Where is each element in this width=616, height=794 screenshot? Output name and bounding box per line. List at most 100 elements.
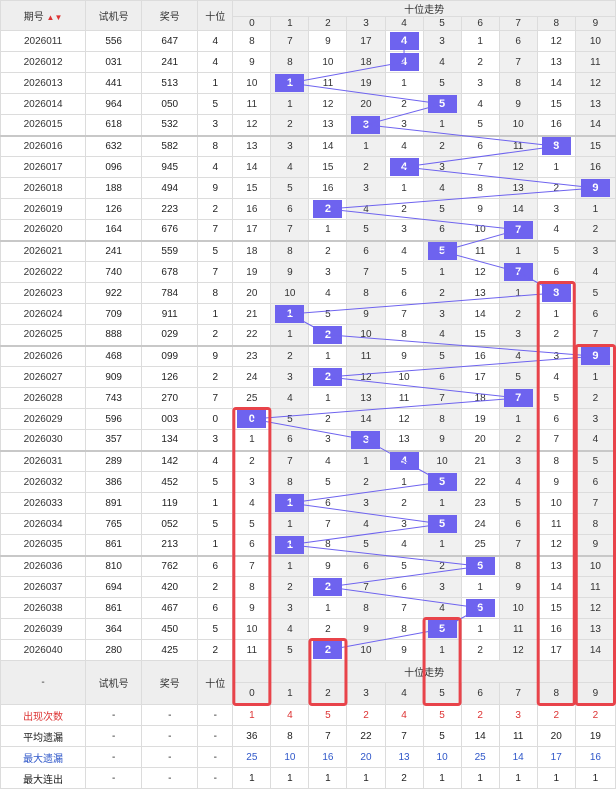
trend-cell: 2: [270, 114, 310, 136]
period-cell: 2026036: [0, 555, 87, 577]
period-cell: 2026021: [0, 240, 87, 262]
hit-ball: 2: [313, 325, 343, 344]
tens-cell: 6: [197, 555, 234, 577]
trend-cell: 7: [346, 576, 386, 598]
digit-header-3: 3: [346, 16, 386, 31]
trend-cell: 5: [346, 219, 386, 241]
test-number-cell: 632: [85, 135, 143, 157]
trend-cell: 1: [422, 639, 462, 661]
footer-header-row: - 试机号 奖号 十位 十位走势: [0, 660, 616, 705]
prize-number-cell: 119: [141, 492, 199, 514]
hit-ball: 1: [275, 494, 305, 512]
footer-tens-header: 十位: [197, 660, 234, 705]
trend-cell: 1: [346, 450, 386, 472]
trend-cell: 4: [384, 135, 424, 157]
trend-cell: 8: [232, 30, 272, 52]
trend-cell: 2: [308, 240, 348, 262]
tens-cell: 5: [197, 513, 234, 535]
hit-ball: 8: [541, 137, 571, 156]
test-number-cell: 888: [85, 324, 143, 346]
trend-cell: 7: [308, 513, 348, 535]
tens-cell: 6: [197, 597, 234, 619]
stats-cell: 11: [498, 725, 538, 747]
trend-cell: 1: [460, 30, 500, 52]
test-number-cell: 126: [85, 198, 143, 220]
trend-cell: 3: [384, 114, 424, 136]
table-row: 2026017 096 945 4 14 4 15 2 4 3 7 12 1 16: [0, 156, 616, 178]
trend-cell: 6: [270, 198, 310, 220]
trend-cell: 6: [384, 282, 424, 304]
table-row: 2026015 618 532 3 12 2 13 3 3 1 5 10 16 14: [0, 114, 616, 136]
prize-number-cell: 420: [141, 576, 199, 598]
trend-cell: 17: [232, 219, 272, 241]
trend-cell: 3: [232, 471, 272, 493]
trend-cell: 1: [536, 303, 576, 325]
period-cell: 2026025: [0, 324, 87, 346]
tens-cell: 2: [197, 639, 234, 661]
trend-cell: 17: [346, 30, 386, 52]
trend-cell: 2: [346, 471, 386, 493]
trend-cell: 1: [460, 618, 500, 640]
stats-cell: 5: [422, 704, 462, 726]
trend-cell: 1: [232, 429, 272, 451]
tens-cell: 9: [197, 345, 234, 367]
trend-cell: 12: [308, 93, 348, 115]
trend-cell: 16: [536, 114, 576, 136]
trend-cell: 5: [422, 513, 462, 535]
stats-cell: 22: [346, 725, 386, 747]
period-header[interactable]: 期号 ▲▼: [0, 0, 87, 31]
trend-cell: 6: [308, 492, 348, 514]
trend-cell: 3: [270, 135, 310, 157]
tens-cell: 5: [197, 93, 234, 115]
trend-cell: 1: [308, 219, 348, 241]
trend-cell: 3: [498, 450, 538, 472]
stats-cell: 14: [460, 725, 500, 747]
stats-cell: 1: [422, 767, 462, 789]
trend-cell: 9: [346, 303, 386, 325]
test-number-cell: 694: [85, 576, 143, 598]
trend-cell: 14: [346, 408, 386, 430]
hit-ball: 6: [465, 557, 495, 576]
tens-cell: 0: [197, 408, 234, 430]
trend-cell: 1: [270, 513, 310, 535]
trend-cell: 12: [574, 597, 616, 619]
period-header-label: 期号: [23, 12, 44, 23]
table-row: 2026013 441 513 1 10 1 11 19 1 5 3 8 14 12: [0, 72, 616, 94]
trend-cell: 9: [574, 345, 616, 367]
digit-header-2: 2: [308, 16, 348, 31]
hit-ball: 9: [580, 347, 610, 366]
test-number-cell: 357: [85, 429, 143, 451]
trend-cell: 3: [308, 429, 348, 451]
trend-cell: 18: [346, 51, 386, 73]
table-row: 2026034 765 052 5 5 1 7 4 3 5 24 6 11 8: [0, 513, 616, 535]
hit-ball: 0: [237, 410, 267, 428]
trend-cell: 6: [536, 261, 576, 283]
trend-cell: 6: [232, 534, 272, 556]
test-number-cell: 810: [85, 555, 143, 577]
digit-header-1: 1: [270, 16, 310, 31]
prize-number-cell: 784: [141, 282, 199, 304]
prize-number-cell: 450: [141, 618, 199, 640]
hit-ball: 2: [313, 641, 343, 659]
table-row: 2026033 891 119 1 4 1 6 3 2 1 23 5 10 7: [0, 492, 616, 514]
test-number-cell: 618: [85, 114, 143, 136]
period-cell: 2026016: [0, 135, 87, 157]
trend-cell: 3: [270, 597, 310, 619]
trend-cell: 12: [536, 534, 576, 556]
tens-cell: 2: [197, 576, 234, 598]
trend-cell: 7: [232, 555, 272, 577]
trend-cell: 3: [270, 366, 310, 388]
test-number-cell: 289: [85, 450, 143, 472]
trend-cell: 2: [460, 51, 500, 73]
table-row: 2026036 810 762 6 7 1 9 6 5 2 6 8 13 10: [0, 555, 616, 577]
trend-cell: 7: [346, 261, 386, 283]
sort-icon[interactable]: ▲▼: [46, 13, 63, 22]
trend-cell: 14: [574, 639, 616, 661]
tens-cell: 1: [197, 534, 234, 556]
test-number-cell: 861: [85, 534, 143, 556]
trend-cell: 7: [384, 597, 424, 619]
test-number-cell: 386: [85, 471, 143, 493]
trend-cell: 5: [422, 471, 462, 493]
table-row: 2026038 861 467 6 9 3 1 8 7 4 6 10 15 12: [0, 597, 616, 619]
period-cell: 2026040: [0, 639, 87, 661]
